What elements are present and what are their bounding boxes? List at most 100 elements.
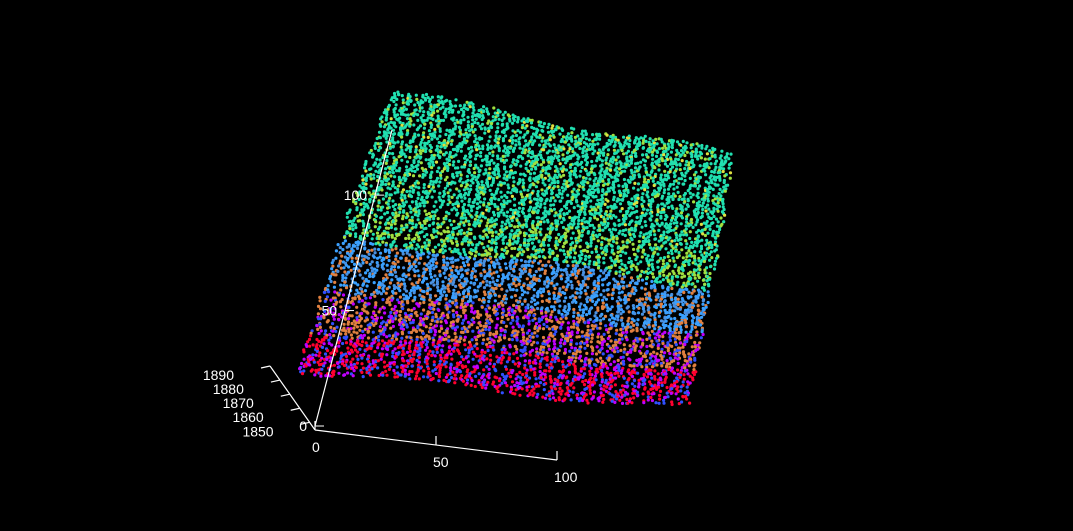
data-point: [425, 282, 429, 286]
data-point: [382, 360, 386, 364]
data-point: [499, 333, 503, 337]
data-point: [526, 154, 530, 158]
data-point: [451, 323, 455, 327]
data-point: [525, 131, 529, 135]
data-point: [435, 320, 439, 324]
data-point: [451, 291, 455, 296]
data-point: [564, 337, 568, 341]
data-point: [470, 209, 474, 213]
data-point: [337, 371, 341, 375]
data-point: [429, 149, 433, 154]
data-point: [375, 231, 380, 235]
data-point: [344, 332, 348, 336]
data-point: [459, 177, 463, 181]
data-point: [322, 342, 326, 346]
data-point: [492, 106, 496, 110]
data-point: [317, 354, 321, 358]
data-point: [392, 121, 397, 125]
data-point: [404, 200, 408, 204]
data-point: [354, 366, 358, 370]
data-point: [527, 147, 532, 151]
data-point: [400, 198, 404, 202]
data-point: [370, 367, 374, 371]
data-point: [482, 300, 486, 304]
data-point: [561, 153, 565, 157]
data-point: [510, 219, 514, 223]
data-point: [393, 347, 397, 351]
data-point: [577, 231, 581, 235]
data-point: [545, 363, 549, 367]
data-point: [529, 274, 533, 278]
data-point: [492, 225, 496, 229]
data-point: [512, 180, 516, 184]
data-point: [334, 273, 338, 277]
data-point: [472, 370, 476, 374]
data-point: [410, 243, 414, 247]
data-point: [372, 176, 376, 180]
data-point: [429, 179, 433, 183]
data-point: [337, 318, 341, 322]
data-point: [559, 326, 563, 330]
data-point: [488, 296, 492, 300]
data-point: [386, 347, 390, 352]
data-point: [485, 163, 489, 167]
data-point: [554, 165, 558, 169]
data-point: [555, 167, 559, 171]
data-point: [407, 372, 411, 376]
data-point: [462, 338, 466, 342]
data-point: [456, 232, 460, 236]
data-point: [495, 270, 499, 274]
data-point: [412, 160, 416, 165]
data-point: [525, 368, 529, 372]
data-point: [553, 327, 558, 331]
data-point: [445, 161, 449, 165]
data-point: [548, 231, 552, 235]
data-point: [444, 297, 448, 301]
data-point: [542, 322, 546, 326]
data-point: [474, 117, 478, 121]
data-point: [434, 200, 438, 204]
data-point: [516, 234, 520, 238]
data-point: [522, 181, 526, 185]
data-point: [347, 220, 351, 224]
data-point: [410, 370, 414, 374]
data-point: [322, 338, 326, 342]
data-point: [527, 263, 531, 267]
data-point: [452, 278, 456, 282]
data-point: [585, 226, 589, 230]
data-point: [439, 324, 443, 328]
data-point: [441, 194, 445, 198]
data-point: [547, 347, 551, 351]
data-point: [550, 126, 554, 130]
data-point: [479, 361, 483, 365]
data-point: [513, 130, 517, 134]
data-point: [511, 288, 515, 292]
data-point: [394, 355, 398, 359]
data-point: [537, 279, 542, 283]
data-point: [503, 347, 507, 352]
data-point: [414, 233, 419, 237]
data-point: [347, 365, 351, 369]
data-point: [386, 218, 390, 222]
data-point: [383, 222, 388, 226]
data-point: [558, 248, 563, 252]
data-point: [584, 176, 588, 180]
data-point: [383, 328, 387, 332]
data-point: [423, 209, 427, 213]
data-point: [348, 314, 352, 318]
data-point: [344, 286, 349, 290]
data-point: [504, 313, 508, 318]
data-point: [474, 374, 478, 378]
data-point: [564, 288, 568, 292]
data-point: [396, 265, 401, 269]
data-point: [417, 356, 421, 360]
data-point: [380, 120, 384, 124]
data-point: [450, 208, 454, 212]
data-point: [527, 313, 532, 317]
data-point: [417, 377, 421, 381]
data-point: [473, 171, 477, 175]
data-point: [549, 315, 553, 319]
data-point: [380, 352, 384, 356]
data-point: [350, 251, 354, 255]
